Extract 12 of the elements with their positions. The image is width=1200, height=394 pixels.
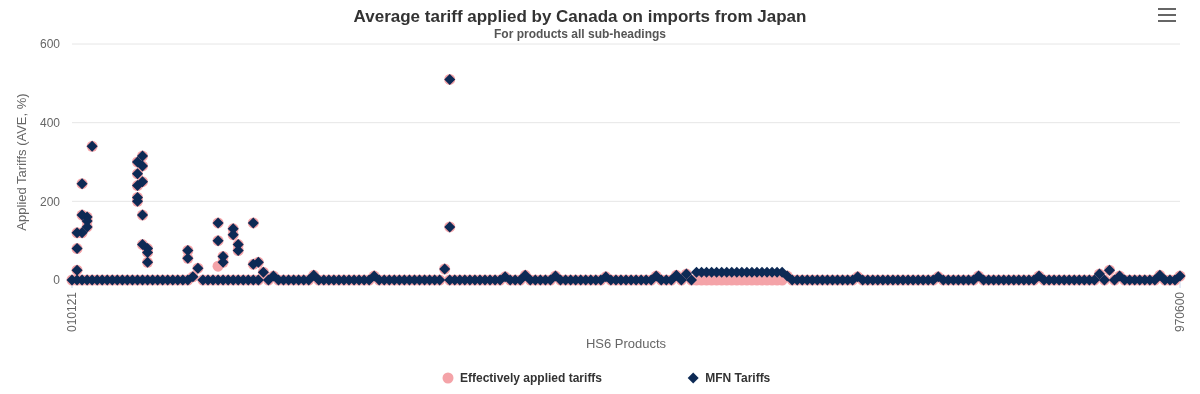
y-tick-label: 0	[53, 273, 61, 288]
y-tick-label: 200	[39, 194, 61, 209]
chart-title: Average tariff applied by Canada on imports from Japan	[353, 7, 807, 26]
x-tick-label: 970600	[1173, 291, 1188, 333]
y-tick-label: 400	[39, 115, 61, 130]
legend-label: Effectively applied tariffs	[460, 371, 603, 386]
x-tick-label: 010121	[65, 291, 80, 333]
x-axis-title: HS6 Products	[585, 336, 667, 351]
chart-subtitle: For products all sub-headings	[493, 27, 667, 41]
y-tick-label: 600	[39, 37, 61, 52]
y-axis-title: Applied Tariffs (AVE, %)	[14, 93, 29, 231]
legend-label: MFN Tariffs	[705, 371, 771, 386]
